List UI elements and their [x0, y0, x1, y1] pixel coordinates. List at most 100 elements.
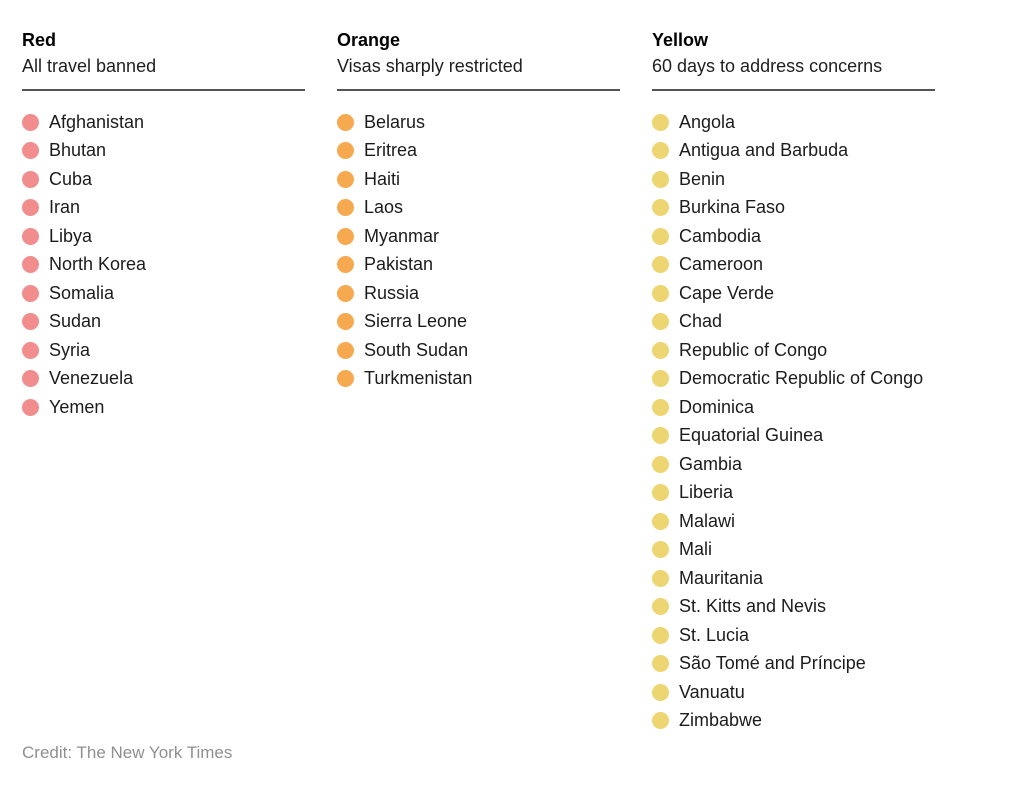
country-name: Antigua and Barbuda [679, 140, 849, 161]
country-name: Dominica [679, 396, 755, 417]
category-column-yellow: Yellow 60 days to address concerns Angol… [652, 27, 936, 735]
country-name: Belarus [364, 111, 426, 132]
orange-dot-icon [337, 341, 354, 359]
country-name: Zimbabwe [679, 710, 763, 731]
list-item: Chad [652, 308, 936, 337]
country-name: Cape Verde [679, 282, 775, 303]
country-name: Laos [364, 197, 404, 218]
country-name: Mali [679, 539, 713, 560]
list-item: Angola [652, 108, 936, 137]
yellow-dot-icon [652, 598, 669, 616]
red-dot-icon [22, 313, 39, 331]
credit: Credit: The New York Times [22, 743, 233, 762]
red-dot-icon [22, 398, 39, 416]
red-dot-icon [22, 142, 39, 160]
category-title-orange: Orange [337, 30, 401, 50]
category-subtitle: 60 days to address concerns [652, 56, 883, 76]
country-name: Republic of Congo [679, 339, 828, 360]
list-item: Eritrea [337, 137, 621, 166]
orange-dot-icon [337, 142, 354, 160]
country-name: St. Lucia [679, 624, 750, 645]
legend-columns: Red All travel banned Afghanistan Bhutan… [22, 27, 936, 735]
list-item: Haiti [337, 165, 621, 194]
country-name: Democratic Republic of Congo [679, 368, 924, 389]
list-item: Syria [22, 336, 306, 365]
country-name: Mauritania [679, 567, 764, 588]
country-name: Sudan [49, 311, 102, 332]
divider [22, 89, 305, 91]
country-name: Russia [364, 282, 420, 303]
country-name: Sierra Leone [364, 311, 468, 332]
list-item: Venezuela [22, 365, 306, 394]
yellow-dot-icon [652, 256, 669, 274]
country-name: Libya [49, 225, 93, 246]
list-item: Democratic Republic of Congo [652, 365, 936, 394]
list-item: Equatorial Guinea [652, 422, 936, 451]
list-item: Cambodia [652, 222, 936, 251]
category-column-orange: Orange Visas sharply restricted Belarus … [337, 27, 621, 393]
yellow-dot-icon [652, 113, 669, 131]
list-item: Mali [652, 536, 936, 565]
category-title-yellow: Yellow [652, 30, 709, 50]
yellow-dot-icon [652, 284, 669, 302]
country-name: St. Kitts and Nevis [679, 596, 827, 617]
country-name: Pakistan [364, 254, 434, 275]
yellow-dot-icon [652, 313, 669, 331]
orange-dot-icon [337, 313, 354, 331]
country-name: Cuba [49, 168, 93, 189]
country-name: Cambodia [679, 225, 762, 246]
list-item: Cuba [22, 165, 306, 194]
list-item: Libya [22, 222, 306, 251]
country-name: Equatorial Guinea [679, 425, 824, 446]
list-item: Antigua and Barbuda [652, 137, 936, 166]
country-name: Vanuatu [679, 681, 745, 702]
yellow-dot-icon [652, 370, 669, 388]
country-name: São Tomé and Príncipe [679, 653, 866, 674]
country-name: Cameroon [679, 254, 764, 275]
yellow-dot-icon [652, 398, 669, 416]
red-dot-icon [22, 113, 39, 131]
yellow-dot-icon [652, 712, 669, 730]
country-list: Afghanistan Bhutan Cuba Iran Libya North… [22, 108, 306, 422]
list-item: Dominica [652, 393, 936, 422]
orange-dot-icon [337, 284, 354, 302]
country-name: Afghanistan [49, 111, 145, 132]
list-item: Turkmenistan [337, 365, 621, 394]
country-name: South Sudan [364, 339, 469, 360]
red-dot-icon [22, 284, 39, 302]
country-list: Angola Antigua and Barbuda Benin Burkina… [652, 108, 936, 735]
red-dot-icon [22, 341, 39, 359]
yellow-dot-icon [652, 455, 669, 473]
list-item: Afghanistan [22, 108, 306, 137]
list-item: Iran [22, 194, 306, 223]
category-subtitle: Visas sharply restricted [337, 56, 523, 76]
category-column-red: Red All travel banned Afghanistan Bhutan… [22, 27, 306, 422]
orange-dot-icon [337, 256, 354, 274]
list-item: North Korea [22, 251, 306, 280]
yellow-dot-icon [652, 227, 669, 245]
list-item: South Sudan [337, 336, 621, 365]
list-item: Burkina Faso [652, 194, 936, 223]
list-item: Zimbabwe [652, 707, 936, 736]
list-item: Republic of Congo [652, 336, 936, 365]
yellow-dot-icon [652, 199, 669, 217]
orange-dot-icon [337, 370, 354, 388]
country-name: Bhutan [49, 140, 107, 161]
red-dot-icon [22, 170, 39, 188]
orange-dot-icon [337, 113, 354, 131]
orange-dot-icon [337, 199, 354, 217]
country-name: Liberia [679, 482, 734, 503]
yellow-dot-icon [652, 683, 669, 701]
country-name: Myanmar [364, 225, 440, 246]
orange-dot-icon [337, 170, 354, 188]
country-name: Turkmenistan [364, 368, 473, 389]
country-name: Haiti [364, 168, 401, 189]
category-subtitle: All travel banned [22, 56, 157, 76]
list-item: Laos [337, 194, 621, 223]
country-name: Chad [679, 311, 723, 332]
red-dot-icon [22, 227, 39, 245]
yellow-dot-icon [652, 170, 669, 188]
list-item: Yemen [22, 393, 306, 422]
red-dot-icon [22, 370, 39, 388]
